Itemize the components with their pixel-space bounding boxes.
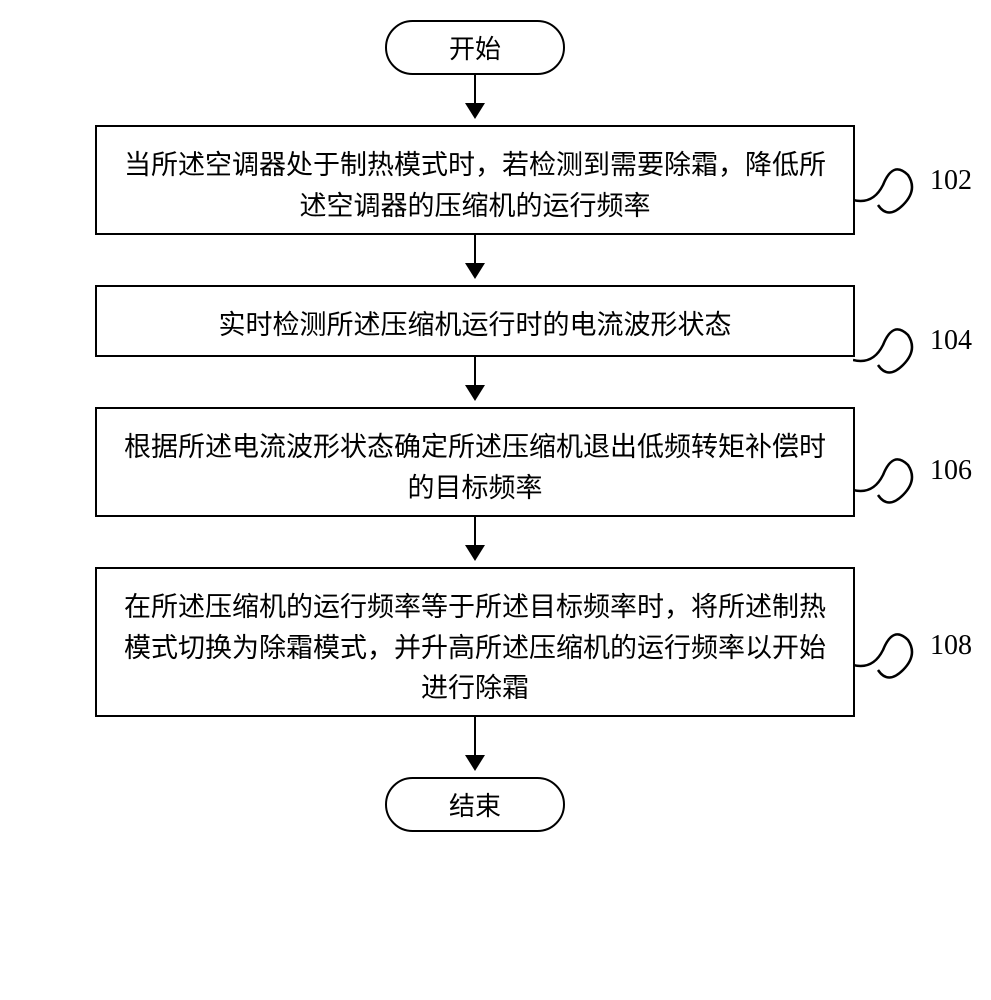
start-label: 开始 [449,29,501,66]
arrow-head-icon [465,755,485,771]
end-terminator: 结束 [385,777,565,832]
arrow-head-icon [465,263,485,279]
curve-connector-icon [853,615,933,695]
step-label-text: 108 [930,630,972,661]
arrow-connector [50,235,900,285]
flowchart-container: 开始 当所述空调器处于制热模式时，若检测到需要除霜，降低所述空调器的压缩机的运行… [50,20,900,832]
curve-connector-icon [853,440,933,520]
process-step-1: 当所述空调器处于制热模式时，若检测到需要除霜，降低所述空调器的压缩机的运行频率 [95,125,855,235]
step-label-text: 104 [930,325,972,356]
process-step-3: 根据所述电流波形状态确定所述压缩机退出低频转矩补偿时的目标频率 [95,407,855,517]
arrow-line [474,517,477,559]
arrow-line [474,357,477,399]
step-label: 104 [930,325,972,357]
process-text: 根据所述电流波形状态确定所述压缩机退出低频转矩补偿时的目标频率 [124,432,826,503]
process-step-4: 在所述压缩机的运行频率等于所述目标频率时，将所述制热模式切换为除霜模式，并升高所… [95,567,855,717]
arrow-head-icon [465,545,485,561]
step-label-text: 102 [930,165,972,196]
process-text: 当所述空调器处于制热模式时，若检测到需要除霜，降低所述空调器的压缩机的运行频率 [124,150,826,221]
process-text: 在所述压缩机的运行频率等于所述目标频率时，将所述制热模式切换为除霜模式，并升高所… [124,592,826,703]
arrow-connector [50,357,900,407]
step-label: 106 [930,455,972,487]
arrow-head-icon [465,385,485,401]
step-label: 102 [930,165,972,197]
arrow-connector [50,517,900,567]
arrow-connector [50,75,900,125]
step-label: 108 [930,630,972,662]
end-label: 结束 [449,786,501,823]
arrow-line [474,235,477,277]
curve-connector-icon [853,150,933,230]
arrow-head-icon [465,103,485,119]
process-text: 实时检测所述压缩机运行时的电流波形状态 [219,310,732,340]
process-step-2: 实时检测所述压缩机运行时的电流波形状态 [95,285,855,357]
arrow-line [474,75,477,117]
arrow-connector [50,717,900,777]
start-terminator: 开始 [385,20,565,75]
arrow-line [474,717,477,769]
step-label-text: 106 [930,455,972,486]
